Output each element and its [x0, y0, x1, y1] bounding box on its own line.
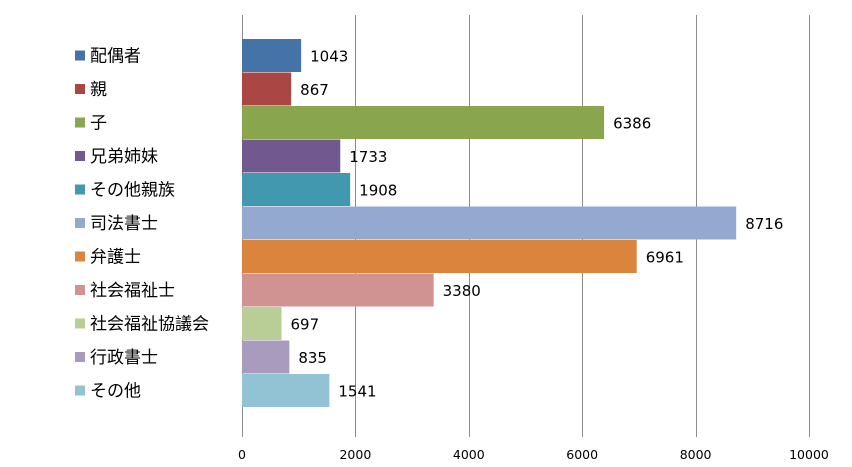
- legend-swatch-7: [75, 251, 85, 262]
- bar-5: [242, 173, 351, 206]
- legend-swatch-2: [75, 84, 85, 94]
- legend-label-1: 配偶者: [90, 47, 141, 67]
- legend-label-5: その他親族: [90, 181, 175, 201]
- legend-swatch-4: [75, 151, 85, 161]
- value-label-10: 835: [298, 349, 327, 367]
- bar-3: [242, 106, 605, 139]
- x-tick-label-4: 8000: [680, 447, 712, 462]
- value-label-5: 1908: [359, 182, 397, 200]
- value-label-8: 3380: [443, 282, 481, 300]
- legend-swatch-3: [75, 117, 85, 128]
- value-label-6: 8716: [745, 215, 783, 233]
- legend-swatch-1: [75, 50, 85, 61]
- legend-label-10: 行政書士: [90, 348, 158, 368]
- bar-7: [242, 240, 637, 273]
- x-tick-label-1: 2000: [339, 447, 371, 462]
- x-tick-label-2: 4000: [453, 447, 485, 462]
- legend-label-8: 社会福祉士: [90, 281, 175, 301]
- legend-label-2: 親: [90, 80, 107, 100]
- value-label-2: 867: [300, 81, 329, 99]
- value-label-3: 6386: [613, 115, 651, 133]
- bar-9: [242, 307, 282, 340]
- legend-label-6: 司法書士: [90, 214, 158, 234]
- legend-label-9: 社会福祉協議会: [90, 315, 209, 335]
- bar-6: [242, 206, 737, 240]
- bar-11: [242, 374, 330, 407]
- x-tick-label-3: 6000: [566, 447, 598, 462]
- legend-swatch-8: [75, 285, 85, 295]
- value-label-4: 1733: [349, 148, 387, 166]
- bar-8: [242, 273, 434, 307]
- value-label-9: 697: [291, 316, 320, 334]
- legend-swatch-11: [75, 385, 85, 396]
- value-label-1: 1043: [310, 48, 348, 66]
- legend-swatch-6: [75, 218, 85, 228]
- legend-label-4: 兄弟姉妹: [90, 147, 158, 167]
- bar-10: [242, 340, 290, 374]
- bar-2: [242, 72, 292, 106]
- legend-label-11: その他: [90, 382, 141, 402]
- legend-swatch-10: [75, 352, 85, 362]
- legend-swatch-5: [75, 184, 85, 195]
- value-label-7: 6961: [646, 249, 684, 267]
- x-tick-label-5: 10000: [789, 447, 829, 462]
- legend-label-3: 子: [90, 114, 107, 134]
- bar-1: [242, 39, 302, 72]
- bar-4: [242, 139, 341, 173]
- legend-label-7: 弁護士: [90, 248, 141, 268]
- x-tick-label-0: 0: [238, 447, 246, 462]
- value-label-11: 1541: [338, 383, 376, 401]
- legend-swatch-9: [75, 318, 85, 329]
